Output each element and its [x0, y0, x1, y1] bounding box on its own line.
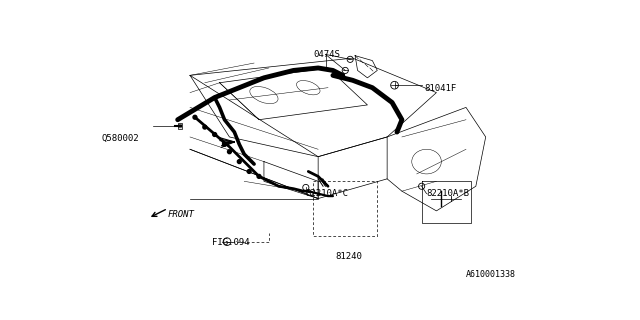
- Circle shape: [247, 170, 251, 173]
- Circle shape: [203, 125, 207, 129]
- Circle shape: [237, 160, 241, 164]
- Text: 81041F: 81041F: [424, 84, 456, 93]
- Circle shape: [227, 150, 232, 154]
- Circle shape: [193, 115, 197, 119]
- Text: FIG.094: FIG.094: [212, 238, 250, 247]
- Text: FRONT: FRONT: [168, 210, 195, 219]
- Text: A610001338: A610001338: [466, 270, 516, 279]
- Text: 81240: 81240: [335, 252, 362, 261]
- Circle shape: [257, 174, 261, 178]
- Text: 0474S: 0474S: [313, 50, 340, 59]
- Circle shape: [212, 132, 216, 136]
- Text: 82210A*C: 82210A*C: [306, 189, 349, 198]
- Circle shape: [223, 142, 227, 146]
- Bar: [177, 123, 182, 129]
- Text: Q580002: Q580002: [101, 134, 139, 143]
- Text: 82210A*B: 82210A*B: [427, 189, 470, 198]
